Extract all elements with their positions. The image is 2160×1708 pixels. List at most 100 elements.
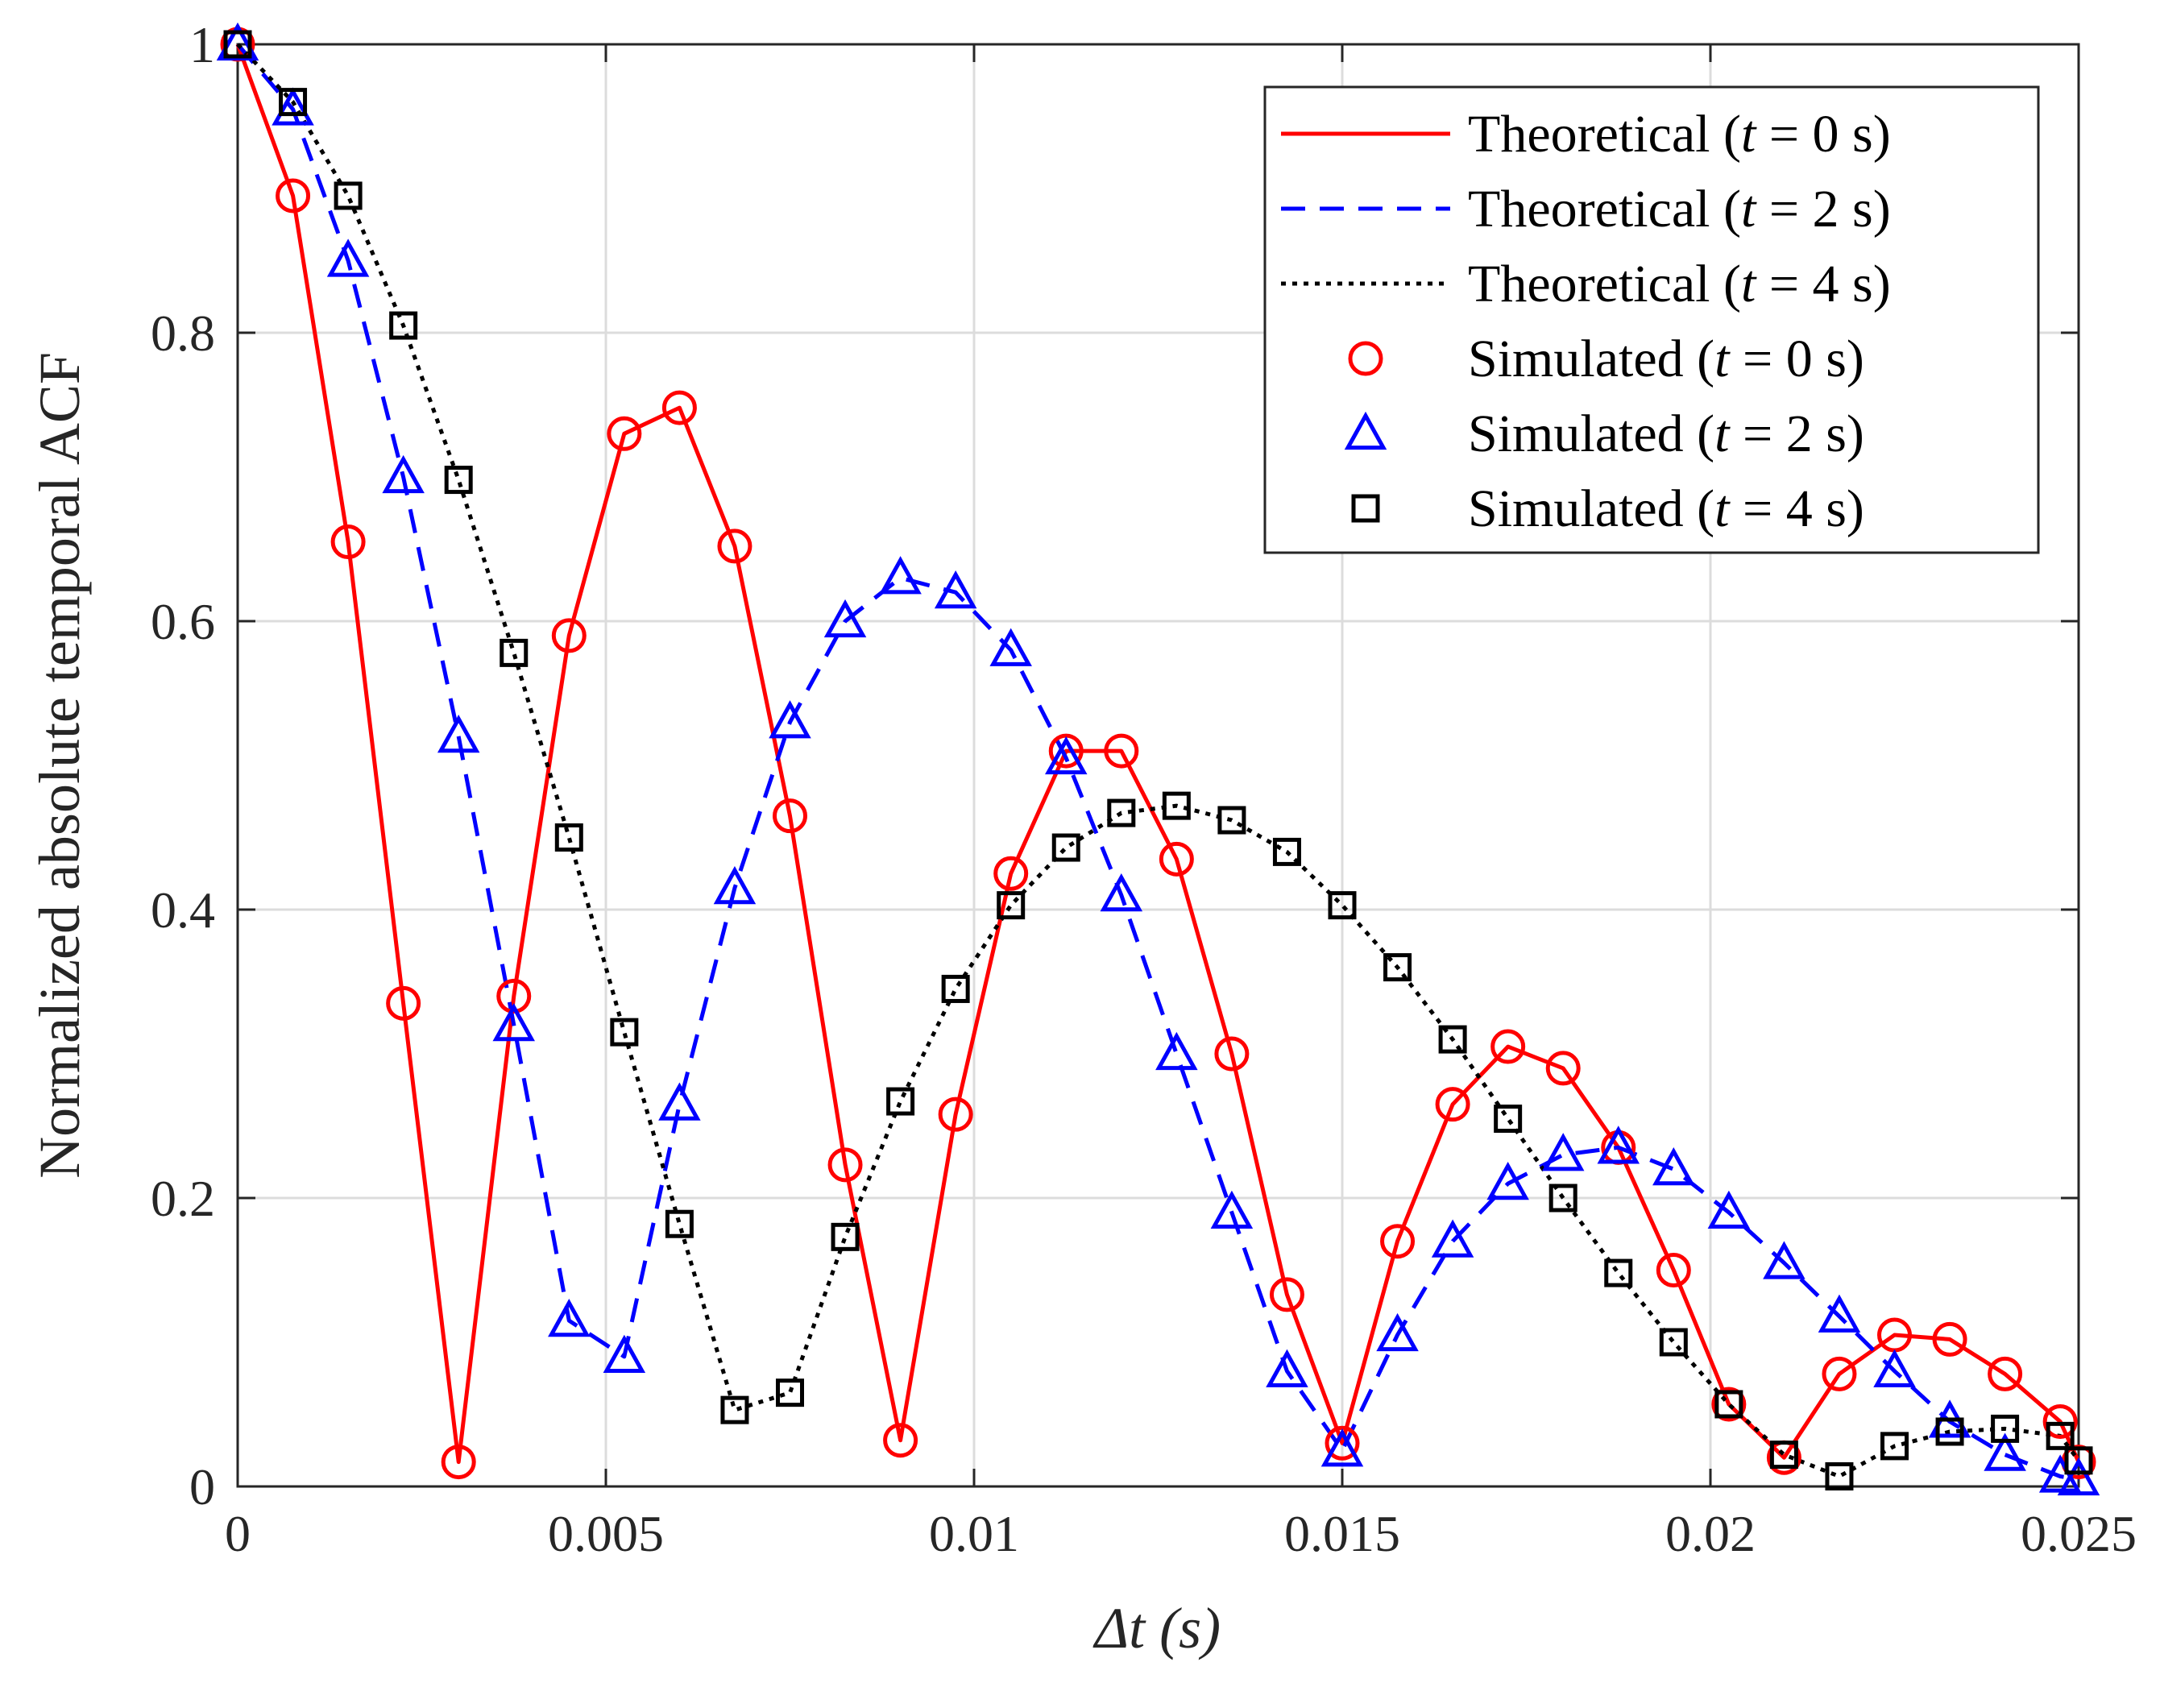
data-point-circle [1656, 1253, 1691, 1287]
data-point-circle [773, 798, 807, 834]
legend-prefix: Simulated [1468, 330, 1684, 388]
legend-value: 2 [1813, 180, 1839, 238]
legend-prefix: Simulated [1468, 404, 1684, 463]
data-point-triangle [326, 238, 370, 277]
legend-unit: s [1826, 404, 1847, 463]
data-point-circle [883, 1423, 918, 1458]
data-point-square [1217, 806, 1246, 835]
data-point-circle [661, 390, 697, 425]
data-point-circle [1822, 1356, 1857, 1391]
data-point-circle [276, 178, 311, 214]
data-point-triangle [603, 1334, 646, 1373]
series-markers [216, 22, 2100, 1496]
data-point-square [1383, 953, 1412, 982]
data-point-square [334, 181, 363, 210]
legend-prefix: Theoretical [1468, 105, 1710, 164]
data-point-triangle [1541, 1133, 1585, 1171]
x-tick-label: 0.005 [548, 1505, 664, 1562]
data-point-square [665, 1209, 694, 1238]
data-point-square [223, 30, 252, 59]
data-point-triangle [1652, 1147, 1695, 1186]
legend-var: t [1741, 105, 1757, 164]
data-point-triangle [2057, 1457, 2100, 1496]
series-lines [235, 43, 2081, 1482]
x-axis-title: Δt (s) [1092, 1596, 1221, 1660]
data-point-circle [1711, 1387, 1747, 1422]
series-line-0 [235, 44, 2081, 1465]
legend-label: Simulated (t = 0 s) [1468, 330, 1864, 388]
legend-prefix: Theoretical [1468, 180, 1710, 238]
data-point-triangle [382, 454, 425, 494]
legend-var: t [1741, 255, 1757, 313]
data-point-triangle [1763, 1241, 1806, 1279]
data-point-circle [551, 618, 587, 653]
x-tick-label: 0 [225, 1505, 251, 1562]
data-point-triangle [1707, 1190, 1751, 1229]
data-point-square [720, 1395, 749, 1424]
data-point-square [279, 88, 308, 117]
data-point-triangle [1984, 1432, 2026, 1471]
legend: Theoretical (t = 0 s) Theoretical (t = 2 … [1263, 85, 2040, 554]
data-point-square [1714, 1390, 1743, 1419]
data-point-triangle [216, 22, 259, 61]
plot-area [236, 43, 2080, 1488]
data-point-square [1162, 791, 1191, 820]
data-point-circle [717, 529, 752, 564]
data-point-square [1991, 1414, 2020, 1443]
legend-var: t [1741, 180, 1757, 238]
data-point-triangle [548, 1299, 591, 1337]
data-point-triangle [1210, 1190, 1254, 1229]
data-point-square [389, 311, 418, 340]
data-point-circle [1988, 1356, 2023, 1391]
y-axis-title: Normalized absolute temporal ACF [27, 352, 92, 1179]
data-point-square [1935, 1417, 1964, 1446]
series-line-1 [236, 43, 2079, 1482]
data-point-triangle [1376, 1312, 1419, 1352]
legend-label: Theoretical (t = 0 s) [1468, 105, 1891, 164]
data-point-square [1272, 837, 1301, 866]
legend-swatch-circle [1348, 341, 1383, 376]
data-point-triangle [658, 1082, 701, 1121]
data-point-square [1051, 833, 1080, 862]
data-point-triangle [989, 628, 1032, 666]
data-point-circle [1380, 1224, 1416, 1259]
data-point-square [941, 974, 970, 1003]
legend-prefix: Simulated [1468, 479, 1684, 538]
data-point-circle [496, 978, 532, 1014]
data-point-square [1494, 1105, 1523, 1134]
data-point-circle [330, 524, 366, 560]
data-point-square [610, 1018, 639, 1047]
data-point-circle [386, 985, 421, 1021]
data-point-circle [993, 856, 1029, 891]
data-point-triangle [272, 87, 314, 126]
legend-unit: s [1852, 105, 1873, 164]
legend-value: 2 [1786, 404, 1813, 463]
data-point-circle [441, 1445, 476, 1480]
legend-label: Simulated (t = 4 s) [1468, 479, 1864, 538]
data-point-circle [1048, 733, 1084, 769]
data-point-square [1107, 798, 1136, 827]
legend-unit: s [1852, 255, 1873, 313]
data-point-square [2046, 1421, 2075, 1450]
legend-label: Theoretical (t = 4 s) [1468, 255, 1891, 313]
y-tick-label: 1 [189, 16, 215, 73]
data-point-circle [1490, 1029, 1526, 1064]
tick-labels: 0 0.005 0.01 0.015 0.02 0.025 0 0.2 0.4 0.6 0.8 1 [151, 16, 2137, 1562]
data-point-circle [827, 1147, 863, 1183]
data-point-square [554, 823, 583, 852]
series-line-2 [236, 43, 2081, 1478]
data-point-triangle [713, 866, 757, 905]
y-tick-label: 0.2 [151, 1170, 215, 1227]
data-point-square [500, 638, 529, 667]
data-point-triangle [1486, 1161, 1529, 1200]
data-point-circle [1435, 1087, 1470, 1122]
legend-unit: s [1826, 479, 1847, 538]
x-tick-label: 0.01 [929, 1505, 1019, 1562]
legend-var: t [1714, 404, 1731, 463]
legend-label: Simulated (t = 2 s) [1468, 404, 1864, 463]
data-point-circle [1214, 1036, 1250, 1072]
legend-prefix: Theoretical [1468, 255, 1710, 313]
data-point-triangle [1045, 736, 1088, 775]
data-point-triangle [1873, 1349, 1916, 1387]
